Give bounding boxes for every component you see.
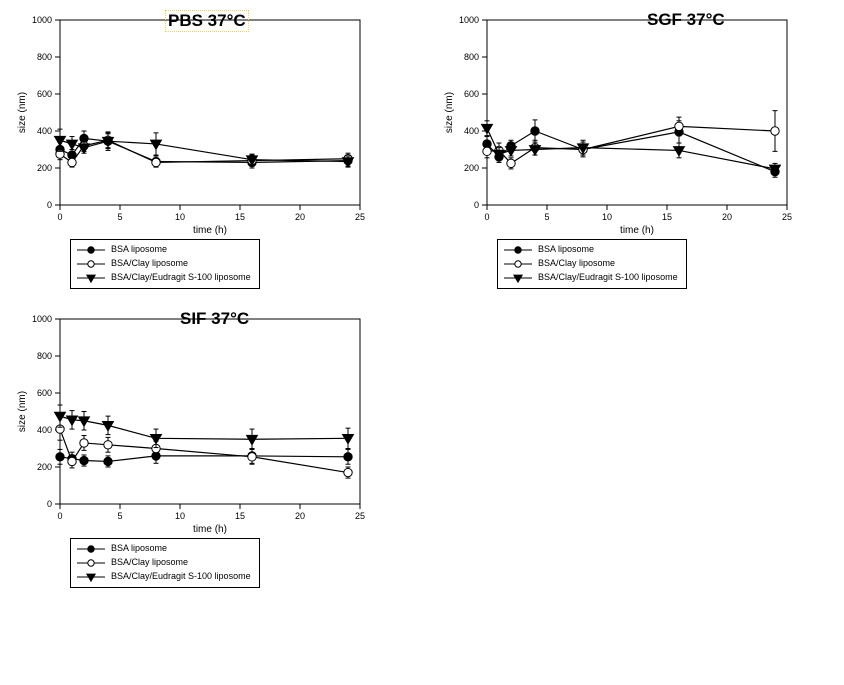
legend-marker-icon [504,273,532,283]
svg-text:200: 200 [464,163,479,173]
chart-area: 0 200 400 600 800 1000 0 5 10 15 20 25 time (h) size … [437,10,834,235]
chart-area: 0 200 400 600 800 1000 0 5 10 15 20 25 time (h) size … [10,10,407,235]
chart-title: PBS 37°C [165,10,249,32]
svg-text:0: 0 [57,511,62,521]
svg-text:0: 0 [47,499,52,509]
chart-legend: BSA liposome BSA/Clay liposome BSA/Clay/Eu… [497,239,687,289]
chart-area: 0 200 400 600 800 1000 0 5 10 15 20 25 time (h) size … [10,309,407,534]
panel-sgf: SGF 37°C 0 200 400 600 800 1000 0 5 10 15 20 25 time … [437,10,834,289]
svg-text:15: 15 [235,212,245,222]
svg-text:20: 20 [722,212,732,222]
svg-text:400: 400 [464,126,479,136]
svg-text:10: 10 [175,212,185,222]
svg-text:25: 25 [355,511,365,521]
legend-marker-icon [77,558,105,568]
legend-item: BSA liposome [77,542,251,556]
svg-text:800: 800 [464,52,479,62]
svg-text:5: 5 [117,212,122,222]
line-chart: 0 200 400 600 800 1000 0 5 10 15 20 25 time (h) size … [437,10,797,235]
svg-text:time (h): time (h) [193,524,227,534]
legend-label: BSA/Clay liposome [538,258,615,270]
svg-text:size (nm): size (nm) [17,391,28,432]
legend-item: BSA liposome [77,243,251,257]
legend-item: BSA/Clay/Eudragit S-100 liposome [77,570,251,584]
svg-text:time (h): time (h) [193,225,227,235]
svg-text:20: 20 [295,511,305,521]
legend-marker-icon [77,259,105,269]
svg-text:200: 200 [37,163,52,173]
panel-empty [437,309,834,588]
legend-marker-icon [504,245,532,255]
svg-text:600: 600 [37,388,52,398]
svg-text:600: 600 [37,89,52,99]
svg-text:0: 0 [47,200,52,210]
chart-title: SGF 37°C [647,10,725,30]
legend-marker-icon [77,572,105,582]
svg-text:10: 10 [175,511,185,521]
legend-label: BSA/Clay/Eudragit S-100 liposome [111,571,251,583]
svg-text:10: 10 [602,212,612,222]
svg-text:400: 400 [37,126,52,136]
legend-marker-icon [504,259,532,269]
legend-item: BSA/Clay/Eudragit S-100 liposome [77,271,251,285]
svg-text:1000: 1000 [32,15,52,25]
svg-text:15: 15 [235,511,245,521]
chart-legend: BSA liposome BSA/Clay liposome BSA/Clay/Eu… [70,239,260,289]
legend-label: BSA/Clay liposome [111,258,188,270]
svg-text:600: 600 [464,89,479,99]
svg-text:time (h): time (h) [620,225,654,235]
legend-label: BSA/Clay/Eudragit S-100 liposome [111,272,251,284]
legend-item: BSA/Clay liposome [77,556,251,570]
legend-label: BSA liposome [111,244,167,256]
legend-item: BSA/Clay liposome [504,257,678,271]
svg-text:1000: 1000 [459,15,479,25]
legend-marker-icon [77,273,105,283]
svg-text:15: 15 [662,212,672,222]
svg-text:25: 25 [355,212,365,222]
legend-label: BSA/Clay liposome [111,557,188,569]
svg-text:400: 400 [37,425,52,435]
chart-grid: PBS 37°C020040060080010000510152025time … [10,10,834,588]
legend-item: BSA/Clay/Eudragit S-100 liposome [504,271,678,285]
chart-title: SIF 37°C [180,309,249,329]
line-chart: 0 200 400 600 800 1000 0 5 10 15 20 25 time (h) size … [10,309,370,534]
svg-text:5: 5 [117,511,122,521]
svg-text:1000: 1000 [32,314,52,324]
svg-text:25: 25 [782,212,792,222]
panel-pbs: PBS 37°C 0 200 400 600 800 1000 0 5 10 15 20 25 time … [10,10,407,289]
svg-text:5: 5 [544,212,549,222]
svg-text:0: 0 [57,212,62,222]
legend-item: BSA liposome [504,243,678,257]
panel-sif: SIF 37°C 0 200 400 600 800 1000 0 5 10 15 20 25 time … [10,309,407,588]
svg-text:200: 200 [37,462,52,472]
legend-label: BSA liposome [111,543,167,555]
svg-text:20: 20 [295,212,305,222]
svg-text:size (nm): size (nm) [17,92,28,133]
svg-text:size (nm): size (nm) [444,92,455,133]
svg-text:800: 800 [37,351,52,361]
svg-text:800: 800 [37,52,52,62]
svg-text:0: 0 [484,212,489,222]
legend-marker-icon [77,245,105,255]
legend-marker-icon [77,544,105,554]
legend-label: BSA/Clay/Eudragit S-100 liposome [538,272,678,284]
chart-legend: BSA liposome BSA/Clay liposome BSA/Clay/Eu… [70,538,260,588]
legend-item: BSA/Clay liposome [77,257,251,271]
legend-label: BSA liposome [538,244,594,256]
line-chart: 0 200 400 600 800 1000 0 5 10 15 20 25 time (h) size … [10,10,370,235]
svg-text:0: 0 [474,200,479,210]
